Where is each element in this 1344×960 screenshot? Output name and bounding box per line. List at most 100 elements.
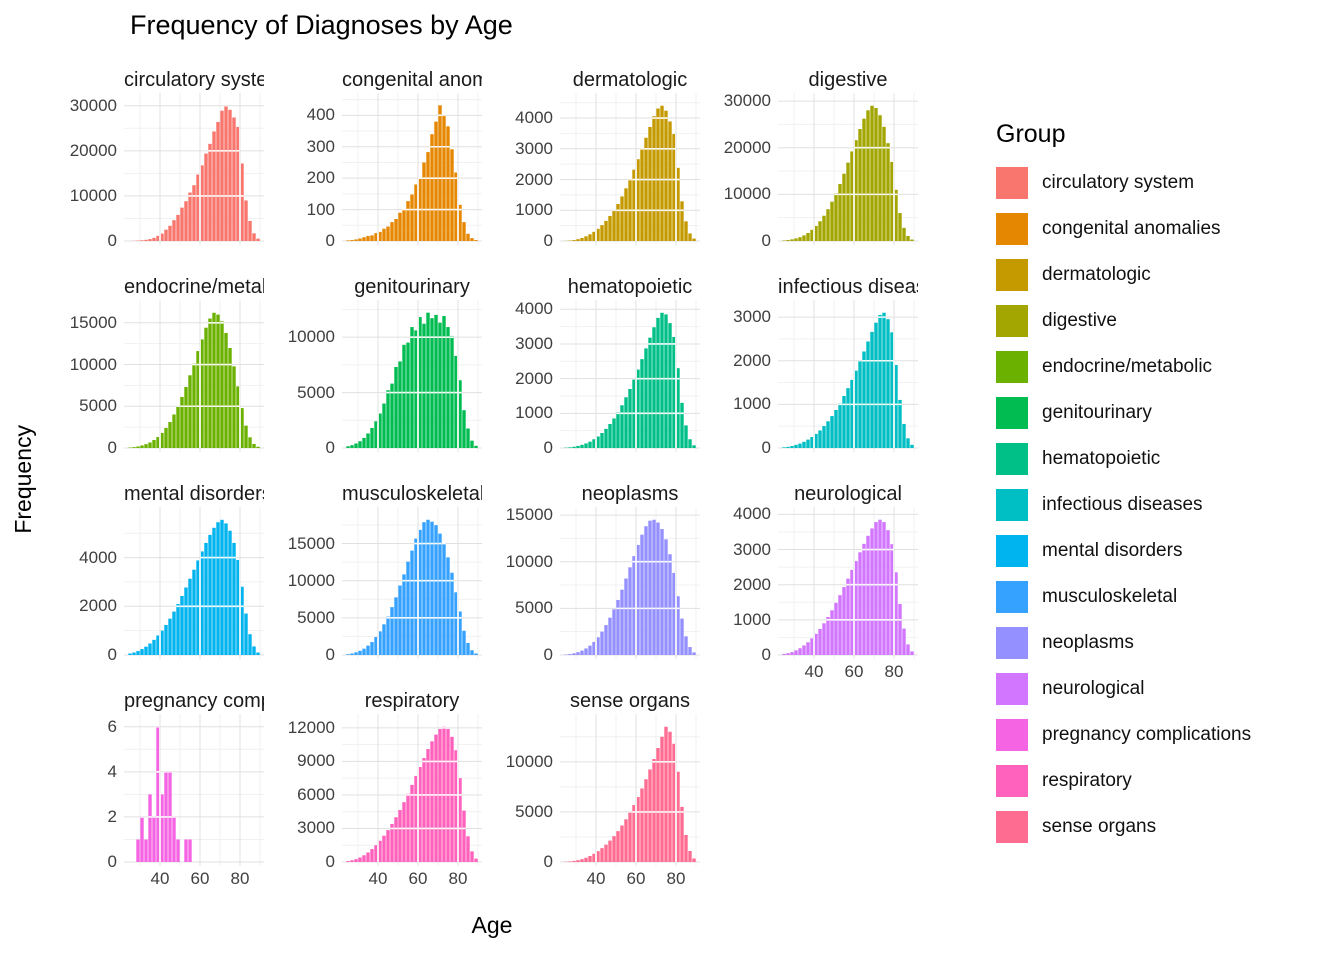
y-tick-label: 4000 — [79, 547, 117, 567]
y-tick-label: 2000 — [79, 596, 117, 616]
y-tick-label: 10000 — [505, 551, 553, 571]
x-axis-mental-disorders — [124, 659, 264, 681]
y-tick-label: 30000 — [723, 91, 771, 111]
y-tick-label: 4000 — [515, 108, 553, 128]
facet-musculoskeletal: musculoskeletal 0 5000 10000 15000 — [274, 482, 492, 681]
legend-item-neoplasms: neoplasms — [996, 627, 1336, 659]
y-axis-neoplasms: 0 5000 10000 15000 — [492, 505, 560, 664]
y-tick-label: 10000 — [69, 354, 117, 374]
y-tick-label: 30000 — [69, 95, 117, 115]
histogram-panel-respiratory — [342, 714, 482, 866]
y-tick-label: 0 — [761, 231, 771, 250]
y-axis-infectious-diseases: 0 1000 2000 3000 — [710, 300, 778, 457]
x-axis-hematopoietic — [560, 452, 700, 474]
y-axis-circulatory-system: 0 10000 20000 30000 — [56, 93, 124, 249]
y-tick-label: 10000 — [287, 570, 335, 590]
y-tick-label: 15000 — [505, 505, 553, 525]
histogram-panel-dermatologic — [560, 93, 700, 245]
x-axis-respiratory: 40 60 80 — [342, 866, 482, 888]
y-tick-label: 6 — [107, 716, 117, 736]
facet-strip-label-respiratory: respiratory — [364, 690, 460, 712]
x-tick-label: 80 — [230, 869, 250, 888]
facet-strip-label-hematopoietic: hematopoietic — [567, 276, 693, 298]
y-tick-label: 20000 — [723, 137, 771, 157]
legend-label-hematopoietic: hematopoietic — [1042, 448, 1161, 469]
y-axis-endocrine-metabolic: 0 5000 10000 15000 — [56, 300, 124, 456]
histogram-panel-neoplasms — [560, 507, 700, 659]
y-axis-genitourinary: 0 5000 10000 — [274, 300, 342, 457]
histogram-panel-genitourinary — [342, 300, 482, 452]
y-axis-musculoskeletal: 0 5000 10000 15000 — [274, 507, 342, 663]
legend-label-pregnancy-complications: pregnancy complications — [1042, 724, 1252, 745]
facet-strip-label-genitourinary: genitourinary — [354, 276, 470, 298]
legend-swatch-musculoskeletal — [996, 581, 1028, 613]
y-tick-label: 3000 — [515, 138, 553, 158]
y-axis-digestive: 0 10000 20000 30000 — [710, 91, 778, 250]
x-axis-sense-organs: 40 60 80 — [560, 866, 700, 888]
x-axis-congenital-anomalies — [342, 245, 482, 267]
facet-genitourinary: genitourinary 0 5000 10000 — [274, 275, 492, 474]
facet-dermatologic: dermatologic 0 1000 2000 3000 4000 — [492, 68, 710, 267]
y-tick-label: 5000 — [297, 607, 335, 627]
y-tick-label: 2000 — [515, 368, 553, 388]
y-tick-label: 5000 — [515, 801, 553, 821]
x-tick-label: 60 — [626, 869, 646, 888]
facet-pregnancy-complications: pregnancy complications 0 2 4 6 40 60 80 — [56, 689, 274, 888]
y-axis-mental-disorders: 0 2000 4000 — [56, 507, 124, 663]
facet-mental-disorders: mental disorders 0 2000 4000 — [56, 482, 274, 681]
y-tick-label: 0 — [543, 852, 553, 871]
facet-endocrine-metabolic: endocrine/metabolic 0 5000 10000 15000 — [56, 275, 274, 474]
x-tick-label: 40 — [586, 869, 606, 888]
histogram-panel-neurological — [778, 507, 918, 659]
legend-item-pregnancy-complications: pregnancy complications — [996, 719, 1336, 751]
histogram-panel-sense-organs — [560, 714, 700, 866]
legend-label-circulatory-system: circulatory system — [1042, 172, 1195, 193]
y-tick-label: 0 — [107, 852, 117, 871]
legend-label-mental-disorders: mental disorders — [1042, 540, 1183, 561]
y-tick-label: 0 — [543, 645, 553, 664]
legend-item-circulatory-system: circulatory system — [996, 167, 1336, 199]
y-tick-label: 3000 — [297, 818, 335, 838]
y-axis-neurological: 0 1000 2000 3000 4000 — [710, 505, 778, 664]
y-tick-label: 10000 — [505, 751, 553, 771]
legend-item-respiratory: respiratory — [996, 765, 1336, 797]
x-axis-endocrine-metabolic — [124, 452, 264, 474]
x-axis-infectious-diseases — [778, 452, 918, 474]
y-tick-label: 15000 — [287, 533, 335, 553]
legend-label-infectious-diseases: infectious diseases — [1042, 494, 1203, 515]
facet-infectious-diseases: infectious diseases 0 1000 2000 3000 — [710, 275, 928, 474]
y-tick-label: 3000 — [733, 539, 771, 559]
legend-label-genitourinary: genitourinary — [1042, 402, 1152, 423]
legend-label-digestive: digestive — [1042, 310, 1117, 331]
legend-item-mental-disorders: mental disorders — [996, 535, 1336, 567]
y-tick-label: 0 — [761, 645, 771, 664]
legend-item-genitourinary: genitourinary — [996, 397, 1336, 429]
y-tick-label: 2000 — [733, 350, 771, 370]
facet-strip-label-congenital-anomalies: congenital anomalies — [342, 69, 482, 91]
y-tick-label: 0 — [325, 438, 335, 457]
facet-neoplasms: neoplasms 0 5000 10000 15000 — [492, 482, 710, 681]
facet-congenital-anomalies: congenital anomalies 0 100 200 300 400 — [274, 68, 492, 267]
y-tick-label: 10000 — [69, 185, 117, 205]
facet-digestive: digestive 0 10000 20000 30000 — [710, 68, 928, 267]
y-axis-title-container: Frequency — [8, 68, 38, 890]
y-tick-label: 15000 — [69, 312, 117, 332]
histogram-panel-circulatory-system — [124, 93, 264, 245]
y-axis-congenital-anomalies: 0 100 200 300 400 — [274, 93, 342, 250]
y-tick-label: 2 — [107, 806, 117, 826]
x-axis-digestive — [778, 245, 918, 267]
y-tick-label: 2000 — [515, 169, 553, 189]
legend-item-dermatologic: dermatologic — [996, 259, 1336, 291]
y-tick-label: 100 — [306, 199, 335, 219]
legend-swatch-hematopoietic — [996, 443, 1028, 475]
y-tick-label: 1000 — [515, 403, 553, 423]
y-tick-label: 400 — [306, 105, 335, 125]
y-axis-hematopoietic: 0 1000 2000 3000 4000 — [492, 300, 560, 457]
legend-swatch-mental-disorders — [996, 535, 1028, 567]
facet-strip-label-mental-disorders: mental disorders — [124, 483, 264, 505]
y-tick-label: 3000 — [515, 333, 553, 353]
legend-swatch-congenital-anomalies — [996, 213, 1028, 245]
legend-label-endocrine-metabolic: endocrine/metabolic — [1042, 356, 1213, 377]
legend-item-digestive: digestive — [996, 305, 1336, 337]
facet-strip-label-neurological: neurological — [794, 483, 902, 505]
